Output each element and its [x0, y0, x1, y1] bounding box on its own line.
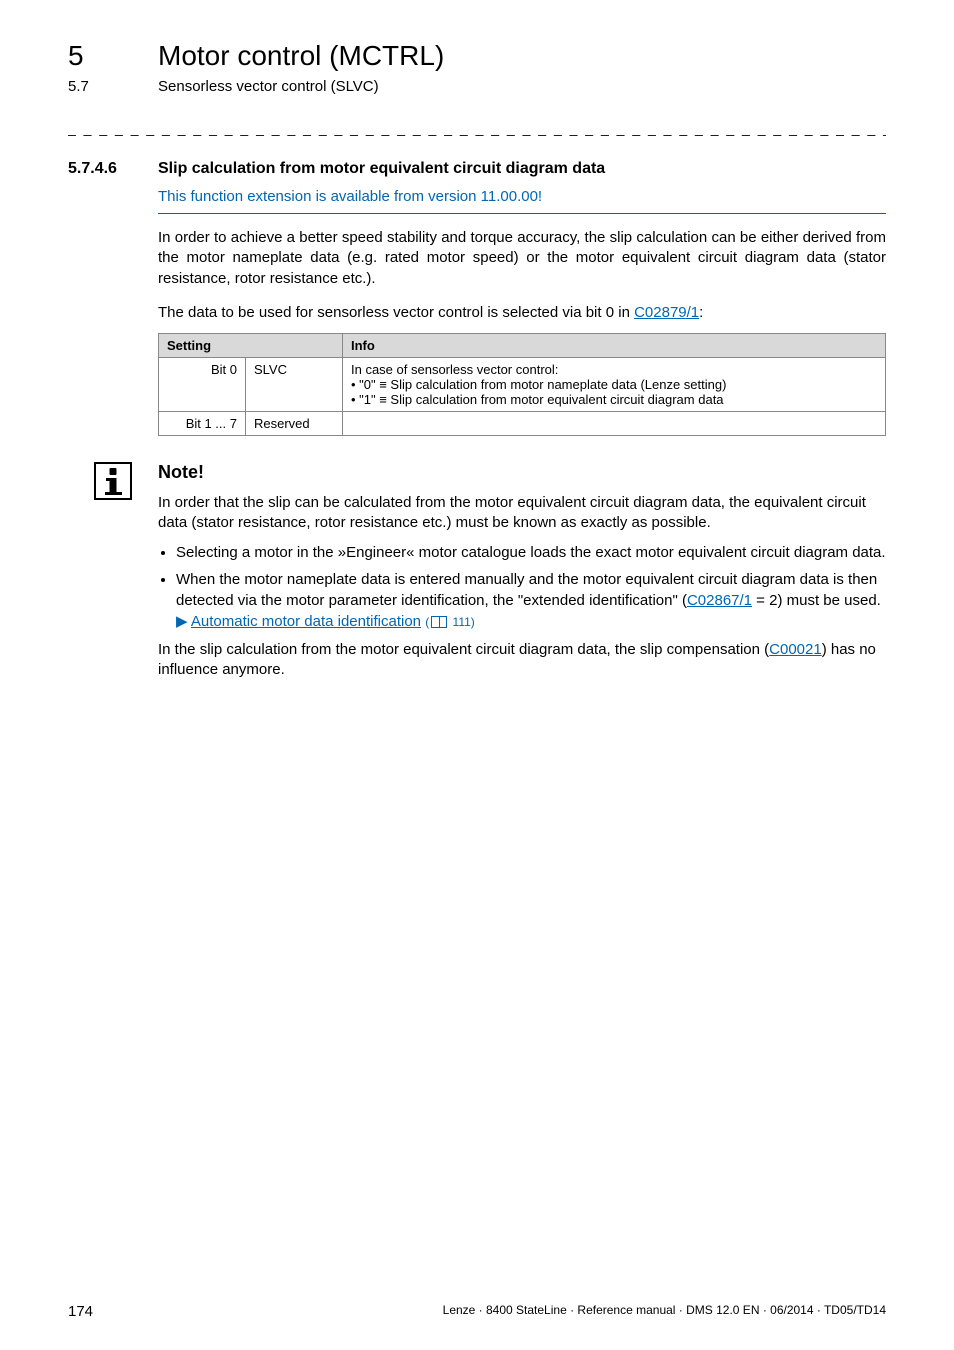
book-icon — [431, 616, 447, 628]
doc-info: Lenze · 8400 StateLine · Reference manua… — [443, 1303, 886, 1320]
section-title: Slip calculation from motor equivalent c… — [158, 160, 605, 177]
table-header: Info — [343, 334, 886, 358]
table-cell: Bit 1 ... 7 — [159, 412, 246, 436]
text: In the slip calculation from the motor e… — [158, 641, 769, 658]
text: In case of sensorless vector control: — [351, 362, 877, 377]
page-ref: ( 111) — [425, 615, 475, 629]
paragraph: In the slip calculation from the motor e… — [158, 640, 886, 681]
note-box: Note! In order that the slip can be calc… — [94, 462, 886, 688]
table-cell: In case of sensorless vector control: • … — [343, 358, 886, 412]
section-number: 5.7.4.6 — [68, 160, 158, 178]
paragraph: The data to be used for sensorless vecto… — [158, 303, 886, 323]
subsection-number: 5.7 — [68, 78, 158, 95]
table-row: Bit 0 SLVC In case of sensorless vector … — [159, 358, 886, 412]
param-link[interactable]: C02867/1 — [687, 592, 752, 609]
table-header-row: Setting Info — [159, 334, 886, 358]
chapter-title: Motor control (MCTRL) — [158, 40, 444, 71]
paragraph: In order that the slip can be calculated… — [158, 493, 886, 534]
list-item: When the motor nameplate data is entered… — [176, 569, 886, 632]
text: The data to be used for sensorless vecto… — [158, 304, 634, 321]
info-icon — [94, 462, 132, 500]
paragraph: In order to achieve a better speed stabi… — [158, 228, 886, 289]
chapter-number: 5 — [68, 40, 158, 72]
table-cell: SLVC — [246, 358, 343, 412]
settings-table: Setting Info Bit 0 SLVC In case of senso… — [158, 333, 886, 436]
subsection-header: 5.7Sensorless vector control (SLVC) — [68, 78, 886, 96]
section-heading: 5.7.4.6Slip calculation from motor equiv… — [68, 160, 886, 178]
page: 5Motor control (MCTRL) 5.7Sensorless vec… — [0, 0, 954, 1350]
list-item: Selecting a motor in the »Engineer« moto… — [176, 542, 886, 563]
page-number: 174 — [68, 1303, 93, 1320]
text: = 2) must be used. — [752, 592, 881, 609]
text: • "0" ≡ Slip calculation from motor name… — [351, 377, 877, 392]
page-number-ref: 111 — [453, 615, 471, 629]
param-link[interactable]: C02879/1 — [634, 304, 699, 321]
note-content: Note! In order that the slip can be calc… — [158, 462, 886, 688]
table-header: Setting — [159, 334, 343, 358]
subsection-title: Sensorless vector control (SLVC) — [158, 78, 379, 95]
note-heading: Note! — [158, 462, 886, 483]
table-cell — [343, 412, 886, 436]
cross-ref-link[interactable]: Automatic motor data identification — [191, 613, 421, 630]
table-cell: Bit 0 — [159, 358, 246, 412]
table-row: Bit 1 ... 7 Reserved — [159, 412, 886, 436]
divider: _ _ _ _ _ _ _ _ _ _ _ _ _ _ _ _ _ _ _ _ … — [68, 120, 886, 136]
note-list: Selecting a motor in the »Engineer« moto… — [158, 542, 886, 632]
arrow-icon: ▶ — [176, 613, 188, 630]
param-link[interactable]: C00021 — [769, 641, 822, 658]
version-note: This function extension is available fro… — [158, 188, 886, 214]
table-cell: Reserved — [246, 412, 343, 436]
text: • "1" ≡ Slip calculation from motor equi… — [351, 392, 877, 407]
text: : — [699, 304, 703, 321]
chapter-header: 5Motor control (MCTRL) — [68, 40, 886, 72]
page-footer: 174 Lenze · 8400 StateLine · Reference m… — [68, 1303, 886, 1320]
